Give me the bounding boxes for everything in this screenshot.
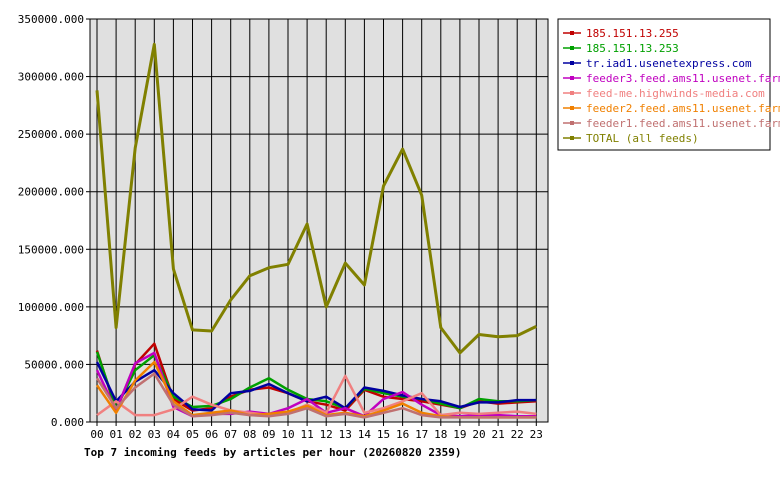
x-tick-label: 18 [434,428,447,441]
x-tick-label: 23 [530,428,543,441]
series-line [95,42,537,355]
plot-area [89,18,549,423]
y-tick-label: 50000.000 [24,358,84,371]
x-tick-label: 06 [205,428,218,441]
x-tick-label: 19 [453,428,466,441]
x-tick-label: 17 [415,428,428,441]
x-tick-label: 02 [129,428,142,441]
y-tick-label: 300000.000 [18,71,84,84]
chart-title: Top 7 incoming feeds by articles per hou… [84,446,462,459]
x-tick-label: 01 [109,428,122,441]
legend-marker [570,76,574,80]
legend-label: tr.iad1.usenetexpress.com [586,57,752,70]
y-tick-label: 350000.000 [18,13,84,26]
x-tick-label: 14 [358,428,372,441]
legend-label: 185.151.13.253 [586,42,679,55]
x-tick-label: 08 [243,428,256,441]
legend-marker [570,31,574,35]
x-tick-label: 03 [148,428,161,441]
x-tick-label: 11 [300,428,313,441]
legend: 185.151.13.255 185.151.13.253 tr.iad1.usen… [557,18,780,151]
x-tick-label: 12 [320,428,333,441]
legend-label: 185.151.13.255 [586,27,679,40]
y-tick-label: 0.000 [51,416,84,429]
legend-label: feeder2.feed.ams11.usenet.farm [586,102,780,115]
legend-label: feeder1.feed.ams11.usenet.farm [586,117,780,130]
x-tick-label: 05 [186,428,199,441]
y-tick-label: 150000.000 [18,243,84,256]
x-tick-label: 20 [472,428,485,441]
x-tick-label: 00 [90,428,103,441]
y-tick-label: 200000.000 [18,186,84,199]
x-tick-label: 07 [224,428,237,441]
legend-marker [570,61,574,65]
x-tick-label: 21 [491,428,504,441]
legend-marker [570,106,574,110]
y-tick-labels: 0.000 50000.000 100000.000 150000.000 200000… [18,13,84,429]
x-tick-label: 09 [262,428,275,441]
legend-marker [570,46,574,50]
x-tick-label: 22 [511,428,524,441]
x-tick-label: 10 [281,428,294,441]
legend-marker [570,136,574,140]
legend-label: feeder3.feed.ams11.usenet.farm [586,72,780,85]
series-line [95,361,537,412]
x-tick-label: 04 [167,428,181,441]
legend-label: feed-me.highwinds-media.com [586,87,765,100]
x-tick-labels: 00 01 02 03 04 05 06 07 08 09 10 11 12 13 14 15 16 17 18 19… [90,428,543,441]
x-tick-label: 16 [396,428,409,441]
series-line [95,372,537,419]
y-tick-label: 250000.000 [18,128,84,141]
legend-marker [570,121,574,125]
y-tick-label: 100000.000 [18,301,84,314]
legend-marker [570,91,574,95]
series-lines [95,42,537,419]
x-tick-label: 13 [339,428,352,441]
legend-label: TOTAL (all feeds) [586,132,699,145]
series-line [96,374,537,417]
x-tick-label: 15 [377,428,390,441]
legend-box [557,18,771,151]
